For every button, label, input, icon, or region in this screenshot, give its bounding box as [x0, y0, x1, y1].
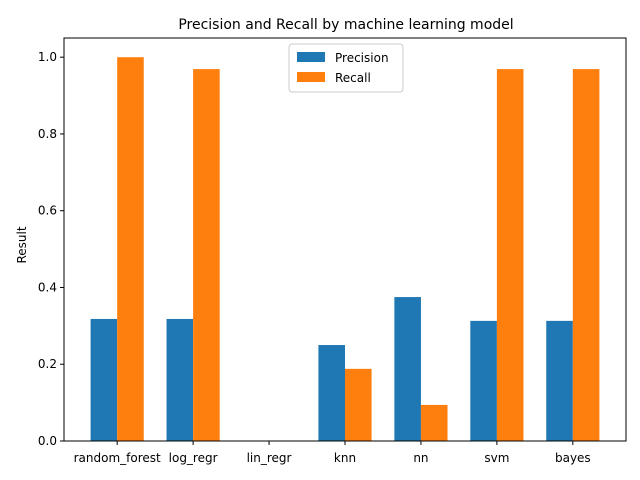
legend-label-recall: Recall — [335, 71, 371, 85]
x-tick-label: svm — [484, 451, 509, 465]
bar-precision-nn — [394, 297, 421, 441]
bars-group — [90, 57, 600, 442]
bar-precision-random_forest — [90, 318, 118, 441]
x-tick-label: nn — [413, 451, 428, 465]
bar-precision-svm — [470, 320, 497, 441]
y-axis-ticks: 0.0 0.2 0.4 0.6 0.8 1.0 — [38, 50, 64, 448]
x-tick-label: knn — [334, 451, 356, 465]
y-tick-label: 0.0 — [38, 434, 57, 448]
legend-swatch-recall — [297, 72, 325, 82]
y-axis-label: Result — [15, 226, 29, 263]
legend-swatch-precision — [297, 52, 325, 62]
bar-precision-knn — [318, 345, 345, 441]
legend: Precision Recall — [288, 43, 404, 93]
bar-recall-nn — [420, 404, 448, 441]
y-tick-label: 1.0 — [38, 50, 57, 64]
bar-recall-log_regr — [193, 69, 220, 442]
bar-recall-bayes — [572, 69, 600, 442]
y-tick-label: 0.8 — [38, 127, 57, 141]
x-axis-ticks: random_forest log_regr lin_regr knn nn svm bay… — [74, 441, 591, 465]
x-tick-label: log_regr — [169, 451, 218, 465]
plot-frame — [63, 37, 627, 442]
chart-title: Precision and Recall by machine learning… — [178, 17, 513, 33]
y-tick-label: 0.4 — [38, 280, 57, 294]
x-tick-label: random_forest — [74, 451, 161, 465]
x-tick-label: lin_regr — [247, 451, 292, 465]
bar-recall-svm — [496, 69, 524, 442]
y-tick-label: 0.6 — [38, 204, 57, 218]
legend-label-precision: Precision — [335, 51, 389, 65]
bar-precision-bayes — [546, 320, 573, 441]
bar-precision-log_regr — [166, 318, 194, 441]
bar-recall-random_forest — [117, 57, 144, 441]
x-tick-label: bayes — [555, 451, 591, 465]
bar-recall-knn — [345, 368, 372, 441]
y-tick-label: 0.2 — [38, 357, 57, 371]
